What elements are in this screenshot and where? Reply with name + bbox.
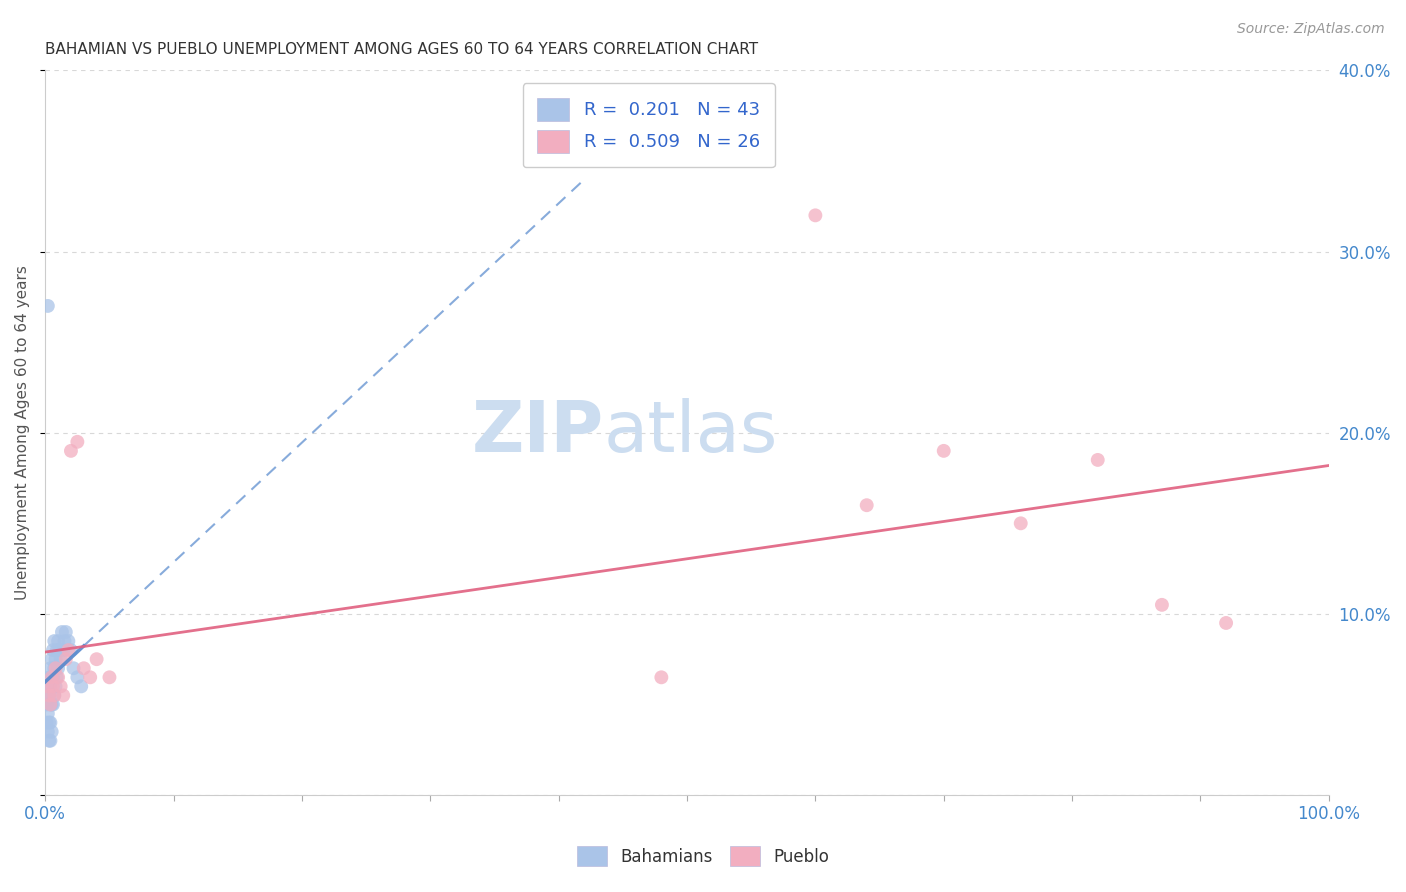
Point bbox=[51, 625, 73, 640]
Point bbox=[86, 652, 108, 666]
Point bbox=[37, 679, 59, 693]
Point bbox=[1010, 516, 1032, 531]
Point bbox=[38, 689, 60, 703]
Point bbox=[39, 661, 62, 675]
Point bbox=[70, 679, 93, 693]
Y-axis label: Unemployment Among Ages 60 to 64 years: Unemployment Among Ages 60 to 64 years bbox=[15, 265, 30, 600]
Point bbox=[41, 724, 63, 739]
Point bbox=[41, 670, 63, 684]
Point bbox=[37, 299, 59, 313]
Point bbox=[39, 679, 62, 693]
Point bbox=[35, 698, 58, 712]
Point bbox=[45, 679, 67, 693]
Point bbox=[45, 643, 67, 657]
Text: atlas: atlas bbox=[603, 398, 778, 467]
Point bbox=[42, 643, 65, 657]
Point bbox=[59, 643, 82, 657]
Text: ZIP: ZIP bbox=[471, 398, 603, 467]
Point bbox=[62, 661, 84, 675]
Point bbox=[52, 643, 75, 657]
Point bbox=[38, 670, 60, 684]
Point bbox=[39, 698, 62, 712]
Point bbox=[48, 643, 70, 657]
Point bbox=[42, 670, 65, 684]
Point bbox=[66, 670, 89, 684]
Point bbox=[1150, 598, 1173, 612]
Legend: Bahamians, Pueblo: Bahamians, Pueblo bbox=[571, 839, 835, 873]
Point bbox=[38, 733, 60, 747]
Point bbox=[37, 706, 59, 721]
Point bbox=[41, 652, 63, 666]
Point bbox=[58, 634, 80, 648]
Point bbox=[59, 443, 82, 458]
Text: BAHAMIAN VS PUEBLO UNEMPLOYMENT AMONG AGES 60 TO 64 YEARS CORRELATION CHART: BAHAMIAN VS PUEBLO UNEMPLOYMENT AMONG AG… bbox=[45, 42, 758, 57]
Point bbox=[46, 634, 69, 648]
Point bbox=[38, 689, 60, 703]
Point bbox=[49, 652, 72, 666]
Point bbox=[42, 698, 65, 712]
Point bbox=[37, 679, 59, 693]
Point bbox=[44, 634, 66, 648]
Point bbox=[804, 208, 827, 222]
Point bbox=[35, 689, 58, 703]
Point bbox=[45, 652, 67, 666]
Point bbox=[39, 715, 62, 730]
Point bbox=[44, 689, 66, 703]
Point bbox=[44, 661, 66, 675]
Point bbox=[35, 715, 58, 730]
Point bbox=[932, 443, 955, 458]
Point bbox=[41, 698, 63, 712]
Text: Source: ZipAtlas.com: Source: ZipAtlas.com bbox=[1237, 22, 1385, 37]
Point bbox=[855, 498, 877, 512]
Point bbox=[38, 715, 60, 730]
Point bbox=[98, 670, 121, 684]
Point bbox=[39, 698, 62, 712]
Point bbox=[55, 625, 77, 640]
Point bbox=[44, 689, 66, 703]
Point bbox=[650, 670, 672, 684]
Point bbox=[37, 724, 59, 739]
Point bbox=[45, 670, 67, 684]
Point bbox=[66, 434, 89, 449]
Point bbox=[73, 661, 96, 675]
Legend: R =  0.201   N = 43, R =  0.509   N = 26: R = 0.201 N = 43, R = 0.509 N = 26 bbox=[523, 83, 775, 168]
Point bbox=[46, 670, 69, 684]
Point bbox=[41, 670, 63, 684]
Point bbox=[1087, 453, 1109, 467]
Point bbox=[55, 652, 77, 666]
Point bbox=[1215, 615, 1237, 630]
Point bbox=[49, 679, 72, 693]
Point bbox=[58, 643, 80, 657]
Point bbox=[39, 733, 62, 747]
Point bbox=[45, 661, 67, 675]
Point bbox=[52, 689, 75, 703]
Point bbox=[46, 661, 69, 675]
Point bbox=[53, 634, 76, 648]
Point bbox=[79, 670, 101, 684]
Point bbox=[42, 679, 65, 693]
